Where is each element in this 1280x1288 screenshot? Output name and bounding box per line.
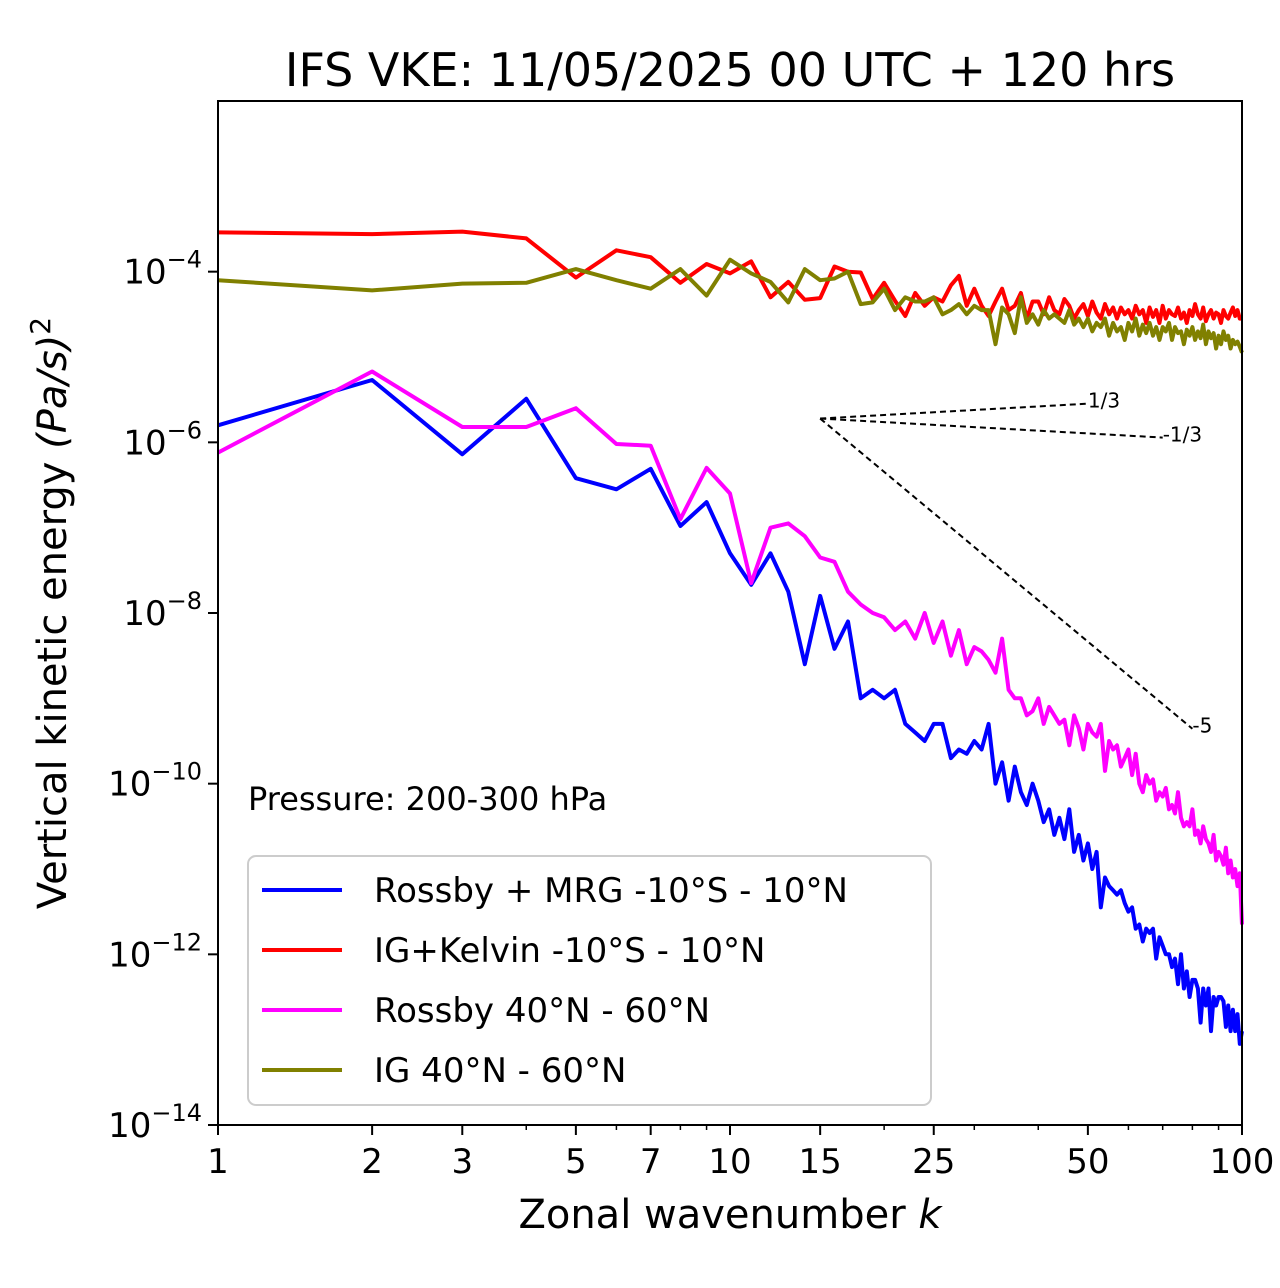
legend-items: Rossby + MRG -10°S - 10°N IG+Kelvin -10°S… [262,871,848,1091]
legend-box [247,855,932,1106]
series-line-4 [217,257,1244,354]
y-tick-label: 10−4 [123,246,202,293]
legend-label: IG 40°N - 60°N [374,1051,626,1091]
pressure-annotation: Pressure: 200-300 hPa [248,780,607,818]
series-lines [217,229,1244,1046]
series-line-1 [217,378,1244,1046]
slope-label-2: -1/3 [1163,423,1202,447]
x-axis-ticks: 1 2 3 5 7 10 15 25 50 100 [207,1125,1274,1182]
x-tick-label: 25 [912,1142,955,1182]
x-tick-label: 3 [451,1142,473,1182]
x-tick-label: 15 [799,1142,842,1182]
y-tick-label: 10−14 [108,1099,202,1146]
series-line-3 [217,369,1244,925]
x-tick-label: 2 [361,1142,383,1182]
legend: Rossby + MRG -10°S - 10°N IG+Kelvin -10°S… [247,855,932,1106]
legend-label: IG+Kelvin -10°S - 10°N [374,931,765,971]
x-tick-label: 100 [1210,1142,1275,1182]
y-tick-label: 10−12 [108,928,202,975]
slope-label-1: 1/3 [1088,389,1120,413]
y-axis-label: Vertical kinetic energy (Pa/s)2 [24,317,76,909]
chart-title: IFS VKE: 11/05/2025 00 UTC + 120 hrs [285,43,1175,97]
series-line-2 [217,229,1242,325]
x-tick-label: 5 [565,1142,587,1182]
slope-label-3: -5 [1192,714,1212,738]
slope-line-2 [820,417,1163,439]
x-axis-label: Zonal wavenumber k [518,1192,943,1238]
x-tick-label: 50 [1066,1142,1109,1182]
y-tick-label: 10−6 [123,416,202,463]
slope-line-3 [819,417,1194,730]
reference-slopes: 1/3 -1/3 -5 [819,389,1212,738]
y-tick-label: 10−10 [108,758,202,805]
y-tick-label: 10−8 [123,587,202,634]
legend-label: Rossby + MRG -10°S - 10°N [374,871,848,911]
slope-line-1 [820,402,1088,420]
plot-area: 1/3 -1/3 -5 [217,100,1244,1126]
y-axis-ticks: 10−14 10−12 10−10 10−8 10−6 10−4 [108,246,218,1146]
x-tick-label: 7 [640,1142,662,1182]
x-tick-label: 1 [207,1142,229,1182]
x-tick-label: 10 [708,1142,751,1182]
legend-label: Rossby 40°N - 60°N [374,991,710,1031]
